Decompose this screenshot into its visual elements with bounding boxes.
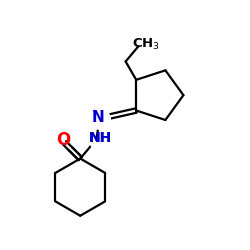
Text: N: N: [92, 110, 104, 125]
Text: NH: NH: [89, 131, 112, 145]
Text: NH: NH: [89, 131, 112, 145]
Text: N: N: [92, 110, 104, 125]
Text: O: O: [56, 131, 70, 149]
Text: CH$_3$: CH$_3$: [132, 37, 160, 52]
